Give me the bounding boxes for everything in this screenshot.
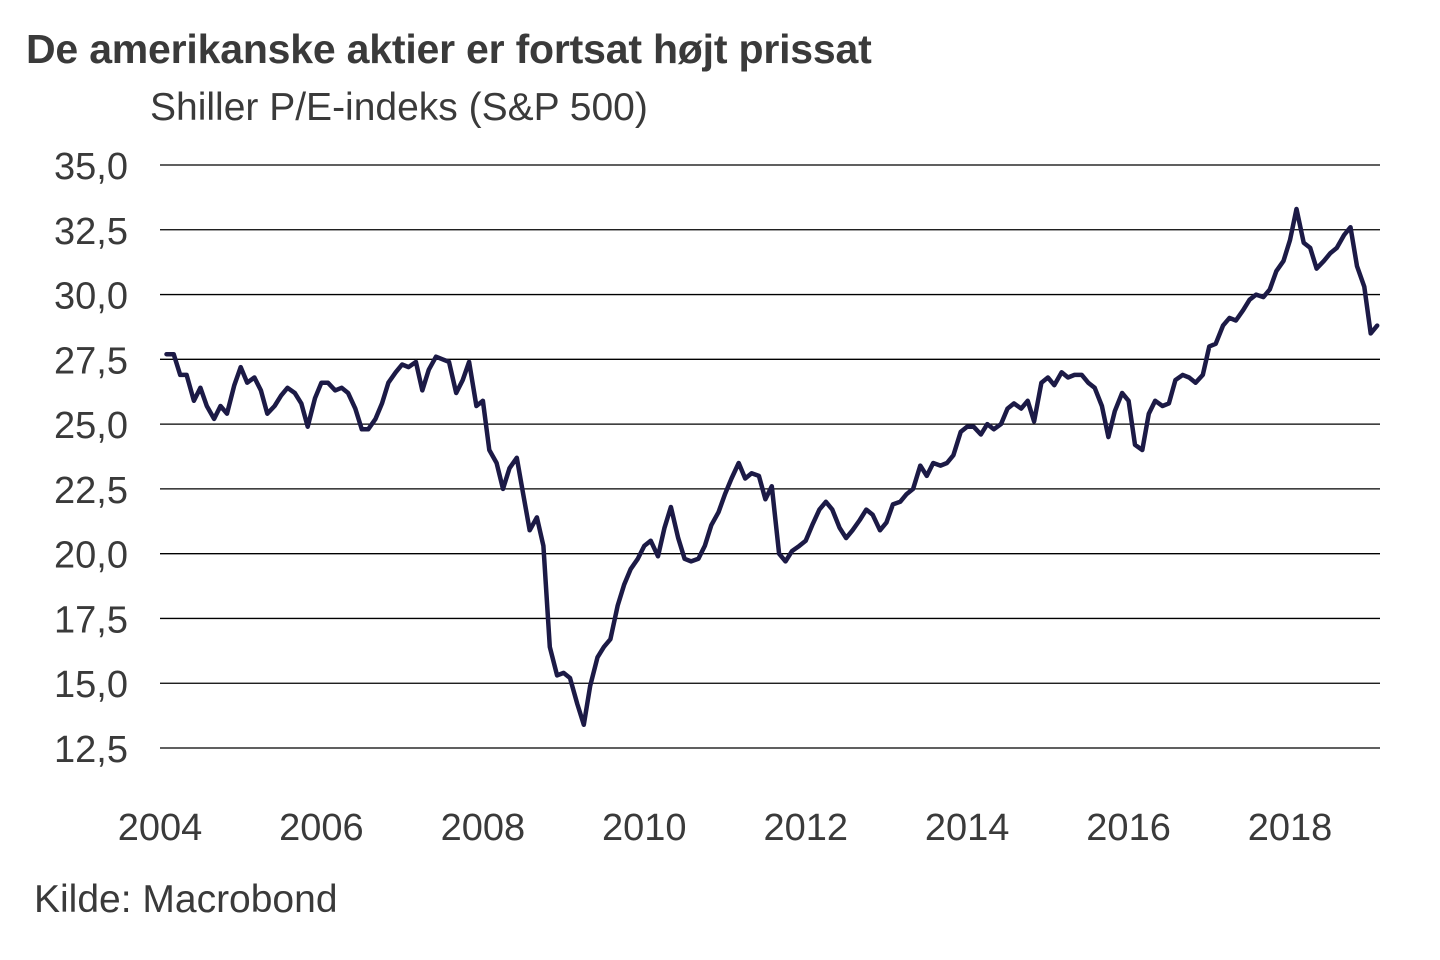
y-axis-tick-labels: 35,0 32,5 30,0 27,5 25,0 22,5 20,0 17,5 15,0 12,5: [54, 146, 128, 771]
series-layer: [164, 206, 1380, 727]
series-line: [164, 206, 1380, 727]
y-tick-label: 20,0: [54, 535, 128, 577]
y-tick-label: 17,5: [54, 599, 128, 641]
x-tick-label: 2010: [602, 807, 687, 849]
y-tick-label: 35,0: [54, 146, 128, 188]
y-tick-label: 30,0: [54, 276, 128, 318]
y-tick-label: 27,5: [54, 340, 128, 382]
y-tick-label: 32,5: [54, 211, 128, 253]
x-tick-label: 2018: [1248, 807, 1333, 849]
gridlines: [160, 164, 1380, 749]
y-tick-label: 22,5: [54, 470, 128, 512]
chart-subtitle: Shiller P/E-indeks (S&P 500): [150, 86, 648, 129]
chart-title: De amerikanske aktier er fortsat højt pr…: [26, 26, 872, 72]
y-tick-label: 12,5: [54, 729, 128, 771]
x-tick-label: 2004: [118, 807, 203, 849]
x-axis-tick-labels: 2004 2006 2008 2010 2012 2014 2016 2018: [118, 807, 1333, 849]
y-tick-label: 25,0: [54, 405, 128, 447]
x-tick-label: 2008: [441, 807, 526, 849]
x-tick-label: 2016: [1086, 807, 1171, 849]
x-tick-label: 2006: [279, 807, 364, 849]
x-tick-label: 2014: [925, 807, 1010, 849]
source-note: Kilde: Macrobond: [34, 878, 338, 921]
y-tick-label: 15,0: [54, 664, 128, 706]
x-tick-label: 2012: [763, 807, 848, 849]
